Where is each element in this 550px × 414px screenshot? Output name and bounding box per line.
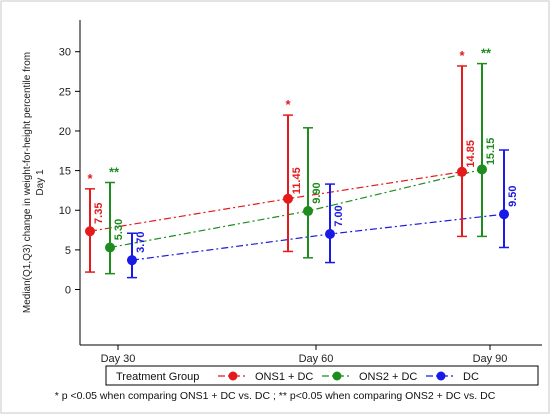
median-point bbox=[499, 209, 509, 220]
legend-entry: ONS1 + DC bbox=[255, 371, 313, 383]
median-point bbox=[283, 193, 293, 204]
median-point bbox=[477, 164, 487, 175]
x-tick-label: Day 30 bbox=[101, 353, 136, 365]
y-tick-label: 15 bbox=[59, 166, 71, 178]
significance-mark: * bbox=[87, 171, 93, 186]
footnote: * p <0.05 when comparing ONS1 + DC vs. D… bbox=[55, 390, 496, 402]
x-tick-label: Day 90 bbox=[473, 353, 508, 365]
value-label: 15.15 bbox=[485, 138, 497, 166]
median-point bbox=[85, 226, 95, 237]
y-tick-label: 0 bbox=[65, 285, 71, 297]
plot-axes: 0 5 10 15 20 25 30 Day 30 Day 60 Day 90 Median(Q1,… bbox=[22, 20, 542, 365]
significance-mark: ** bbox=[109, 165, 120, 180]
median-point bbox=[303, 206, 313, 217]
significance-mark: * bbox=[285, 97, 291, 112]
y-tick-label: 5 bbox=[65, 245, 71, 257]
significance-mark: ** bbox=[481, 46, 492, 61]
median-point bbox=[105, 242, 115, 253]
x-tick-label: Day 60 bbox=[299, 353, 334, 365]
value-label: 3.70 bbox=[135, 231, 147, 252]
value-label: 11.45 bbox=[291, 167, 303, 194]
legend: Treatment Group ONS1 + DC ONS2 + DC DC bbox=[105, 365, 539, 386]
y-axis-label-line: Day 1 bbox=[35, 169, 46, 196]
y-tick-label: 10 bbox=[59, 205, 71, 217]
value-label: 9.90 bbox=[311, 182, 323, 203]
y-tick-label: 30 bbox=[59, 47, 71, 59]
y-axis-label-line: Median(Q1,Q3) change in weight-for-heigh… bbox=[22, 52, 33, 313]
y-tick-label: 20 bbox=[59, 126, 71, 138]
y-axis-label: Median(Q1,Q3) change in weight-for-heigh… bbox=[22, 52, 46, 313]
legend-swatch-dot bbox=[228, 371, 238, 381]
value-label: 14.85 bbox=[465, 140, 477, 168]
value-label: 5.30 bbox=[113, 219, 125, 240]
data-labels: 7.35 * 11.45 * 14.85 * 5.30 ** 9.90 15.15 ** 3.70 7.… bbox=[87, 46, 519, 253]
value-label: 9.50 bbox=[507, 185, 519, 206]
data-points bbox=[85, 164, 509, 266]
significance-mark: * bbox=[459, 48, 465, 63]
legend-entry: DC bbox=[463, 371, 479, 383]
value-label: 7.35 bbox=[93, 203, 105, 224]
error-bars bbox=[85, 62, 509, 279]
median-point bbox=[325, 229, 335, 240]
median-point bbox=[457, 166, 467, 177]
legend-swatch-dot bbox=[436, 371, 446, 381]
legend-title: Treatment Group bbox=[116, 371, 199, 383]
legend-entry: ONS2 + DC bbox=[359, 371, 417, 383]
legend-swatch-dot bbox=[332, 371, 342, 381]
value-label: 7.00 bbox=[333, 205, 345, 226]
y-tick-label: 25 bbox=[59, 86, 71, 98]
median-point bbox=[127, 255, 137, 266]
